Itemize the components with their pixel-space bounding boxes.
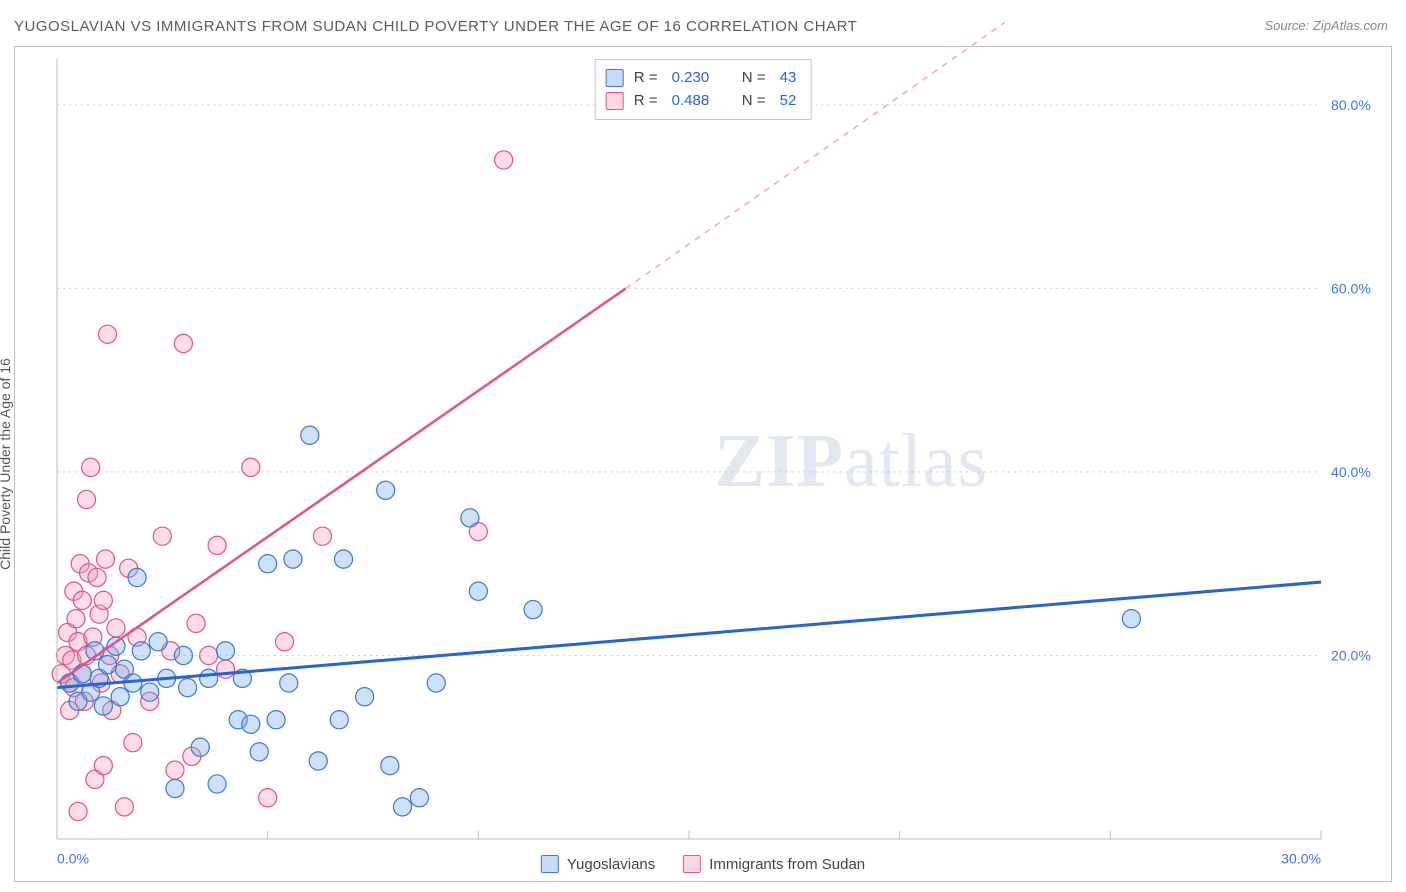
source-name: ZipAtlas.com [1313,18,1388,33]
legend-label-yugoslavians: Yugoslavians [567,856,655,873]
r-label: R = [634,89,662,112]
svg-text:60.0%: 60.0% [1331,280,1371,296]
correlation-legend: R = 0.230 N = 43 R = 0.488 N = 52 [595,59,812,120]
series-legend: Yugoslavians Immigrants from Sudan [541,855,865,873]
swatch-blue-icon [606,69,624,87]
swatch-pink-icon [683,855,701,873]
svg-text:0.0%: 0.0% [57,850,89,866]
legend-item-yugoslavians: Yugoslavians [541,855,655,873]
r-value-yugoslavians: 0.230 [672,66,710,89]
plot-area: 20.0%40.0%60.0%80.0% 0.0%30.0% ZIPatlas [57,59,1321,839]
svg-text:40.0%: 40.0% [1331,464,1371,480]
y-tick-labels-layer: 20.0% 40.0% 60.0% 80.0% [1331,97,1371,664]
chart-container: Child Poverty Under the Age of 16 20.0%4… [14,46,1392,882]
svg-text:30.0%: 30.0% [1281,850,1321,866]
trend-lines-layer [57,22,1321,687]
legend-label-sudan: Immigrants from Sudan [709,856,865,873]
correlation-row-sudan: R = 0.488 N = 52 [606,89,797,112]
legend-item-sudan: Immigrants from Sudan [683,855,865,873]
scatter-svg: 20.0%40.0%60.0%80.0% 0.0%30.0% [57,59,1321,839]
spacer [719,89,732,112]
x-ticks-layer [57,831,1321,839]
svg-text:80.0%: 80.0% [1331,97,1371,113]
swatch-pink-icon [606,92,624,110]
n-label: N = [742,66,770,89]
source-attribution: Source: ZipAtlas.com [1264,18,1388,33]
chart-title: YUGOSLAVIAN VS IMMIGRANTS FROM SUDAN CHI… [14,18,857,35]
svg-text:20.0%: 20.0% [1331,647,1371,663]
n-label: N = [742,89,770,112]
n-value-yugoslavians: 43 [780,66,797,89]
source-prefix: Source: [1264,18,1312,33]
n-value-sudan: 52 [780,89,797,112]
r-value-sudan: 0.488 [672,89,710,112]
yugoslavian-points-layer [61,426,1141,816]
spacer [719,66,732,89]
swatch-blue-icon [541,855,559,873]
r-label: R = [634,66,662,89]
gridlines-layer [57,105,1321,656]
correlation-row-yugoslavians: R = 0.230 N = 43 [606,66,797,89]
y-axis-label: Child Poverty Under the Age of 16 [0,358,13,570]
